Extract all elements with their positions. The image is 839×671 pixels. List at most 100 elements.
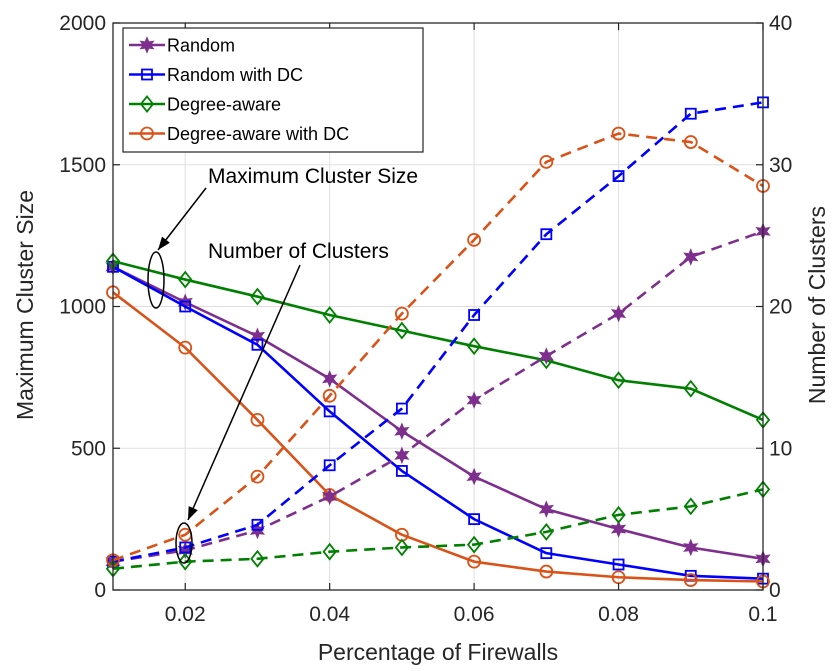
data-point [467,554,482,569]
data-point [683,135,698,149]
annotation-ellipse-num-clusters [175,522,193,564]
legend-marker [139,36,155,54]
data-point [683,497,698,516]
data-point [323,459,336,472]
data-point [466,467,482,486]
data-point [251,338,264,351]
annotation-ellipse-max-cluster [147,251,165,309]
data-point [612,558,625,571]
series-1-max-cluster-size [107,260,769,585]
y-right-tick-label: 30 [769,154,792,177]
data-point [322,388,337,403]
data-point [250,287,265,306]
series-line [112,230,764,563]
data-point [611,126,626,141]
data-point [467,232,482,247]
series-line [112,101,764,563]
data-point [322,306,337,324]
data-point [538,347,554,365]
x-tick-label: 0.02 [165,603,206,626]
data-point [683,379,698,398]
data-point [178,340,193,355]
annotation-arrow-num-clusters [187,264,301,521]
series-0-max-cluster-size [105,257,771,568]
data-point [394,538,410,557]
arrow-head [188,506,198,520]
series-line [112,259,764,422]
data-point [466,535,482,554]
y-left-tick-label: 1500 [59,154,106,177]
legend-item-3: Degree-aware with DC [129,124,349,144]
legend-box [122,27,424,153]
series-layer [105,96,771,589]
y-left-tick-label: 500 [71,437,106,460]
data-point [684,107,697,120]
annotations: Maximum Cluster Size Number of Clusters [147,165,418,564]
legend-item-2: Degree-aware [129,95,281,115]
legend-label: Degree-aware with DC [167,124,349,144]
data-point [539,155,554,169]
annotation-max-cluster-size: Maximum Cluster Size [208,165,418,188]
data-point [538,500,554,519]
legend-item-0: Random [129,36,235,56]
x-tick-label: 0.06 [454,603,495,626]
legend-marker [139,95,155,113]
data-point [179,541,192,554]
data-point [539,522,554,541]
data-point [395,465,408,477]
data-point [394,446,410,465]
legend-label: Random with DC [167,65,303,85]
series-line [112,488,764,571]
data-point [322,487,338,506]
annotation-arrow-max-cluster [157,187,207,251]
series-2-max-cluster-size [105,252,771,429]
data-point [611,371,626,390]
series-line [112,265,764,580]
y-right-tick-label: 20 [769,296,792,319]
data-point [250,469,265,484]
x-tick-label: 0.1 [748,603,777,626]
data-point [322,542,337,561]
y-left-tick-label: 0 [94,579,106,602]
data-point [251,518,264,531]
x-tick-label: 0.04 [309,603,350,626]
data-point [179,300,192,313]
data-point [466,391,482,409]
y-right-tick-label: 40 [769,12,792,35]
series-7-number-of-clusters [106,126,770,568]
arrow-shaft [187,264,301,521]
data-point [468,309,481,321]
data-point [323,405,336,418]
y-axis-right-label: Number of Clusters [804,206,830,404]
data-point [178,270,193,289]
y-axis-left-label: Maximum Cluster Size [12,190,38,420]
data-point [250,412,265,427]
data-point [394,422,410,441]
legend-label: Degree-aware [167,95,281,115]
legend: Random Random with DC Degree-aware Degree-a… [122,27,424,153]
legend-marker [141,68,153,81]
legend-item-1: Random with DC [129,65,303,85]
data-point [683,573,698,587]
series-line [112,291,764,583]
y-left-tick-label: 2000 [59,12,106,35]
data-point [610,520,627,538]
data-point [540,228,553,241]
legend-marker [140,126,154,141]
data-point [610,304,627,323]
series-line [112,265,764,561]
ticks: 0.02 0.04 0.06 0.08 0.1050010001500200001020… [59,12,792,626]
data-point [468,513,481,526]
x-tick-label: 0.08 [598,603,639,626]
data-point [611,505,626,524]
annotation-number-of-clusters: Number of Clusters [208,240,389,263]
data-point [612,170,625,182]
x-axis-label: Percentage of Firewalls [318,639,558,665]
legend-label: Random [167,36,235,56]
data-point [683,538,699,557]
data-point [683,248,699,266]
data-point [250,549,265,568]
series-line [112,132,764,562]
arrow-shaft [157,187,207,251]
